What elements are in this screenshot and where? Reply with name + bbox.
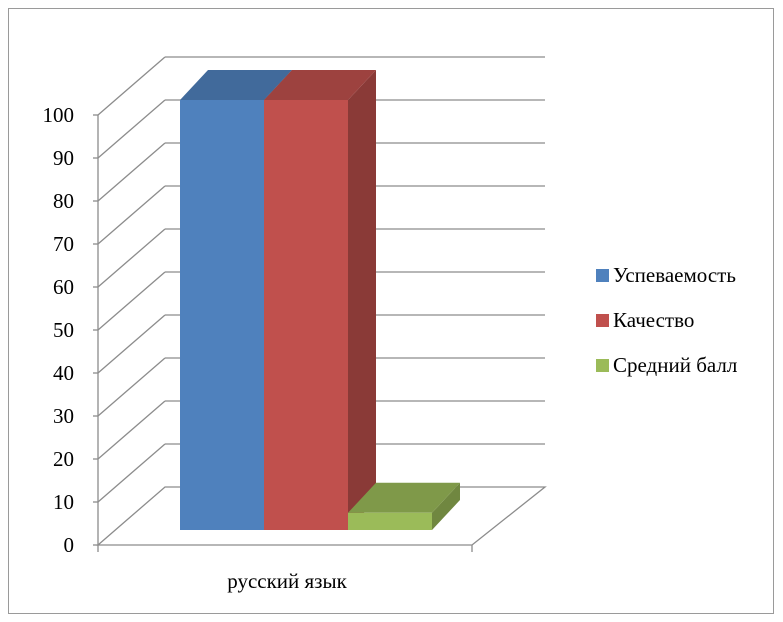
gridline-side [97,443,166,503]
gridline-side [97,142,166,202]
bar-front-face [348,512,432,530]
y-tick-label: 50 [53,318,74,342]
y-tick-label: 30 [53,404,74,428]
gridline-side [97,400,166,460]
legend-label: Качество [613,308,694,332]
y-tick-label: 70 [53,232,74,256]
bars [180,70,460,530]
legend-label: Средний балл [613,353,737,377]
legend-swatch [596,314,609,327]
y-tick-label: 40 [53,361,74,385]
bar-3 [348,482,460,530]
gridline-side [97,185,166,245]
chart-walls [96,486,547,546]
gridline-side [97,271,166,331]
gridline-side [97,357,166,417]
bar-top-face [348,482,460,513]
y-tick-labels: 0 10 20 30 40 50 60 70 80 90 100 [43,103,75,557]
y-tick-label: 10 [53,490,74,514]
y-tick-label: 0 [64,533,75,557]
bar-top-face [264,70,376,100]
bar-front-face [180,100,264,530]
bar-top-face [180,70,292,100]
y-tick-label: 100 [43,103,75,127]
y-tick-label: 20 [53,447,74,471]
axes [93,114,473,552]
legend-swatch [596,269,609,282]
y-tick-label: 60 [53,275,74,299]
gridline-side [97,314,166,374]
legend-swatch [596,359,609,372]
y-tick-label: 90 [53,146,74,170]
bar-side-face [348,70,376,530]
bar-2 [264,70,376,530]
legend-item: Средний балл [596,353,737,377]
gridline-side [97,99,166,159]
legend-item: Качество [596,308,694,332]
gridline-side [97,56,166,116]
legend: Успеваемость Качество Средний балл [596,263,737,377]
x-category-labels: русский язык [227,569,347,593]
bar-side-face [432,482,460,530]
gridline-side [97,228,166,288]
y-tick-label: 80 [53,189,74,213]
chart-floor [96,486,547,546]
legend-label: Успеваемость [613,263,736,287]
bar-front-face [264,100,348,530]
legend-item: Успеваемость [596,263,736,287]
x-category-label: русский язык [227,569,347,593]
